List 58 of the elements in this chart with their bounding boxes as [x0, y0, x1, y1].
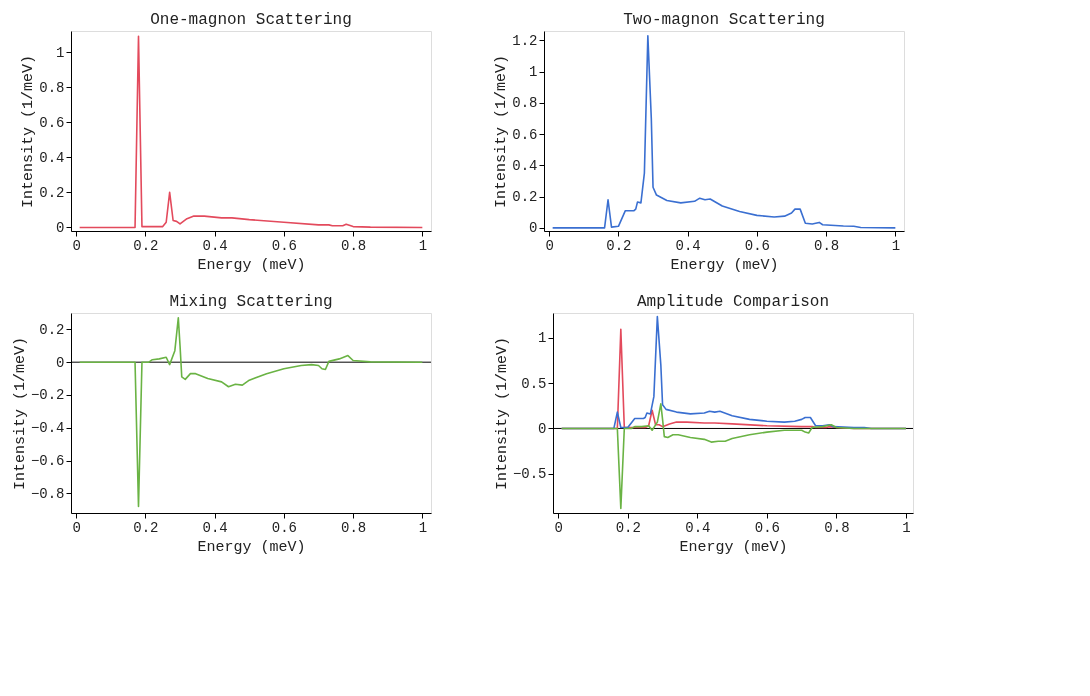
x-axis-title: Energy (meV): [197, 256, 306, 274]
y-tick-label: 0.8: [39, 79, 65, 96]
y-tick-label: 0.8: [512, 95, 538, 112]
y-tick-label: 1: [538, 330, 547, 347]
x-tick-label: 0.2: [133, 519, 159, 536]
x-tick-label: 0.4: [202, 519, 228, 536]
y-tick-label: 1: [529, 64, 538, 81]
x-tick-label: 0: [72, 237, 81, 254]
x-tick-label: 1: [418, 237, 428, 254]
x-tick-label: 1: [418, 519, 428, 536]
y-tick-label: −0.6: [30, 453, 65, 470]
x-tick-label: 0.2: [615, 519, 641, 536]
x-tick-label: 0.8: [341, 519, 367, 536]
y-axis-title: Intensity (1/meV): [20, 54, 38, 209]
y-tick-label: −0.8: [30, 485, 65, 502]
y-tick-label: 0.2: [39, 321, 65, 338]
y-tick-label: 0.2: [39, 184, 65, 201]
y-tick-label: 0.4: [512, 157, 538, 174]
x-tick-label: 0.4: [202, 237, 228, 254]
y-tick-label: 1: [56, 44, 65, 61]
chart-title: Two-magnon Scattering: [623, 11, 825, 29]
x-tick-label: 1: [902, 519, 911, 536]
y-axis-title: Intensity (1/meV): [11, 336, 29, 491]
x-tick-label: 0.8: [824, 519, 850, 536]
x-tick-label: 0.6: [271, 237, 297, 254]
x-tick-label: 0: [554, 519, 563, 536]
chart-title: Amplitude Comparison: [636, 293, 830, 311]
x-tick-label: 0.6: [744, 237, 770, 254]
y-tick-label: 0: [529, 220, 538, 237]
y-tick-label: 0.6: [512, 126, 538, 143]
x-tick-label: 0.8: [341, 237, 367, 254]
x-tick-label: 0.4: [675, 237, 701, 254]
x-axis-title: Energy (meV): [197, 538, 306, 556]
chart-title: One-magnon Scattering: [150, 11, 352, 29]
y-tick-label: 0.5: [521, 375, 547, 392]
y-tick-label: −0.4: [30, 420, 65, 437]
y-tick-label: 0.2: [512, 189, 538, 206]
x-axis-title: Energy (meV): [679, 538, 788, 556]
y-tick-label: −0.2: [30, 387, 65, 404]
y-axis-title: Intensity (1/meV): [493, 336, 511, 491]
x-tick-label: 0: [72, 519, 81, 536]
y-tick-label: 0: [538, 420, 547, 437]
y-tick-label: −0.5: [512, 466, 547, 483]
y-tick-label: 0.6: [39, 114, 65, 131]
x-tick-label: 1: [891, 237, 901, 254]
x-tick-label: 0.4: [685, 519, 711, 536]
chart-title: Mixing Scattering: [169, 293, 333, 311]
x-tick-label: 0.2: [606, 237, 632, 254]
y-tick-label: 1.2: [512, 32, 538, 49]
y-tick-label: 0.4: [39, 149, 65, 166]
x-tick-label: 0.6: [754, 519, 781, 536]
y-tick-label: 0: [56, 219, 65, 236]
x-tick-label: 0.2: [133, 237, 159, 254]
x-axis-title: Energy (meV): [670, 256, 779, 274]
y-tick-label: 0: [56, 354, 65, 371]
y-axis-title: Intensity (1/meV): [493, 54, 511, 209]
x-tick-label: 0.6: [271, 519, 297, 536]
x-tick-label: 0.8: [814, 237, 840, 254]
